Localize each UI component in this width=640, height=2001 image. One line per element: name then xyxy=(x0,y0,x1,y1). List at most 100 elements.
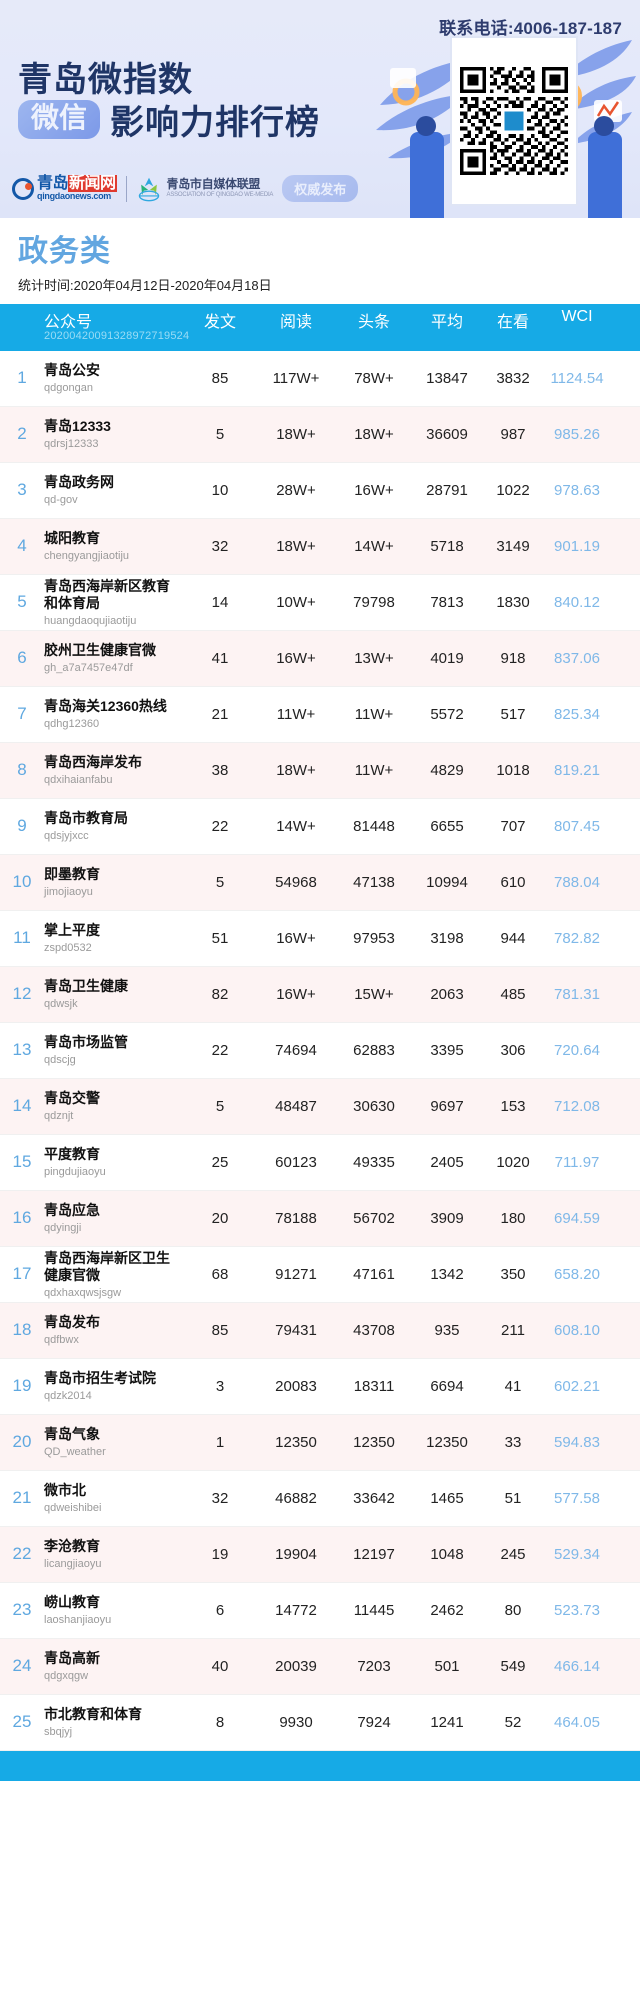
table-row[interactable]: 5 青岛西海岸新区教育和体育局 huangdaoqujiaotiju 14 10W+ 79… xyxy=(0,574,640,631)
cell-reads: 117W+ xyxy=(272,369,320,387)
cell-rank: 16 xyxy=(12,1208,32,1227)
table-row[interactable]: 13 青岛市场监管 qdscjg 22 74694 62883 3395 306 720.64 xyxy=(0,1022,640,1079)
account-id: sbqjyj xyxy=(44,1725,73,1738)
table-row[interactable]: 24 青岛高新 qdgxqgw 40 20039 7203 501 549 466.14 xyxy=(0,1638,640,1695)
table-row[interactable]: 1 青岛公安 qdgongan 85 117W+ 78W+ 13847 3832 1124.54 xyxy=(0,350,640,407)
footer-bar xyxy=(0,1750,640,1781)
cell-account: 青岛发布 qdfbwx xyxy=(44,1314,184,1346)
cell-watching: 153 xyxy=(500,1097,526,1115)
table-row[interactable]: 21 微市北 qdweishibei 32 46882 33642 1465 51 577.58 xyxy=(0,1470,640,1527)
cell-watching: 918 xyxy=(500,649,526,667)
cell-headline: 15W+ xyxy=(354,985,394,1003)
account-name: 青岛市场监管 xyxy=(44,1034,128,1051)
media-alliance-logo[interactable]: 青岛市自媒体联盟 ASSOCIATION OF QINGDAO WE-MEDIA xyxy=(136,176,273,202)
table-row[interactable]: 25 市北教育和体育 sbqjyj 8 9930 7924 1241 52 464.05 xyxy=(0,1694,640,1751)
table-row[interactable]: 9 青岛市教育局 qdsjyjxcc 22 14W+ 81448 6655 707 807.45 xyxy=(0,798,640,855)
account-id: qdwsjk xyxy=(44,997,78,1010)
cell-headline: 7924 xyxy=(357,1713,391,1731)
cell-rank: 19 xyxy=(12,1376,32,1395)
cell-watching: 1018 xyxy=(496,761,530,779)
cell-wci: 837.06 xyxy=(554,649,600,667)
cell-rank: 25 xyxy=(12,1712,32,1731)
cell-posts: 19 xyxy=(211,1545,229,1563)
cell-watching: 211 xyxy=(501,1321,525,1339)
table-row[interactable]: 17 青岛西海岸新区卫生健康官微 qdxhaxqwsjsgw 68 91271 47161… xyxy=(0,1246,640,1303)
cell-reads: 20083 xyxy=(275,1377,317,1395)
cell-wci: 577.58 xyxy=(554,1489,600,1507)
cell-headline: 13W+ xyxy=(354,649,394,667)
cell-reads: 18W+ xyxy=(276,761,316,779)
table-row[interactable]: 14 青岛交警 qdznjt 5 48487 30630 9697 153 712.08 xyxy=(0,1078,640,1135)
column-header-average: 平均 xyxy=(430,313,463,331)
table-row[interactable]: 15 平度教育 pingdujiaoyu 25 60123 49335 2405 1020 71… xyxy=(0,1134,640,1191)
ranking-table: 公众号 20200420091328972719524 发文 阅读 头条 平均 … xyxy=(0,303,640,1751)
cell-watching: 707 xyxy=(500,817,526,835)
cell-account: 青岛高新 qdgxqgw xyxy=(44,1650,184,1682)
alliance-name-cn: 青岛市自媒体联盟 xyxy=(166,177,261,192)
table-row[interactable]: 12 青岛卫生健康 qdwsjk 82 16W+ 15W+ 2063 485 781.31 xyxy=(0,966,640,1023)
cell-account: 青岛市招生考试院 qdzk2014 xyxy=(44,1370,184,1402)
account-name: 即墨教育 xyxy=(44,866,100,883)
cell-rank: 10 xyxy=(12,872,32,891)
account-name: 胶州卫生健康官微 xyxy=(44,642,156,659)
table-row[interactable]: 23 崂山教育 laoshanjiaoyu 6 14772 11445 2462 80 523.… xyxy=(0,1582,640,1639)
cell-posts: 68 xyxy=(211,1265,229,1283)
cell-average: 3909 xyxy=(430,1209,464,1227)
cell-reads: 91271 xyxy=(275,1265,317,1283)
table-row[interactable]: 4 城阳教育 chengyangjiaotiju 32 18W+ 14W+ 5718 3149… xyxy=(0,518,640,575)
cell-average: 4829 xyxy=(430,761,464,779)
cell-average: 10994 xyxy=(426,873,468,891)
cell-wci: 658.20 xyxy=(554,1265,600,1283)
cell-reads: 14772 xyxy=(275,1601,317,1619)
cell-posts: 1 xyxy=(215,1433,225,1451)
cell-posts: 82 xyxy=(211,985,229,1003)
cell-average: 3198 xyxy=(430,929,464,947)
cell-headline: 11W+ xyxy=(354,705,394,723)
cell-watching: 33 xyxy=(504,1433,522,1451)
table-row[interactable]: 8 青岛西海岸发布 qdxihaianfabu 38 18W+ 11W+ 4829 1018 8… xyxy=(0,742,640,799)
authority-badge: 权威发布 xyxy=(282,175,359,202)
table-row[interactable]: 16 青岛应急 qdyingji 20 78188 56702 3909 180 694.59 xyxy=(0,1190,640,1247)
banner-title: 青岛微指数 xyxy=(18,60,193,100)
cell-wci: 782.82 xyxy=(554,929,600,947)
cell-account: 城阳教育 chengyangjiaotiju xyxy=(44,530,184,562)
cell-reads: 19904 xyxy=(275,1545,317,1563)
table-row[interactable]: 6 胶州卫生健康官微 gh_a7a7457e47df 41 16W+ 13W+ 4019 91… xyxy=(0,630,640,687)
cell-account: 青岛西海岸发布 qdxihaianfabu xyxy=(44,754,184,786)
table-row[interactable]: 2 青岛12333 qdrsj12333 5 18W+ 18W+ 36609 987 985.2… xyxy=(0,406,640,463)
cell-rank: 1 xyxy=(17,368,27,387)
cell-wci: 594.83 xyxy=(554,1433,600,1451)
table-row[interactable]: 11 掌上平度 zspd0532 51 16W+ 97953 3198 944 782.82 xyxy=(0,910,640,967)
table-row[interactable]: 10 即墨教育 jimojiaoyu 5 54968 47138 10994 610 788.0… xyxy=(0,854,640,911)
cell-average: 7813 xyxy=(430,593,464,611)
category-block: 政务类 统计时间:2020年04月12日-2020年04月18日 xyxy=(0,218,640,304)
table-row[interactable]: 7 青岛海关12360热线 qdhg12360 21 11W+ 11W+ 5572 517 82… xyxy=(0,686,640,743)
cell-average: 501 xyxy=(434,1657,460,1675)
qr-code-card[interactable] xyxy=(450,36,578,206)
cell-reads: 60123 xyxy=(275,1153,317,1171)
cell-average: 36609 xyxy=(426,425,468,443)
account-name: 青岛公安 xyxy=(44,362,100,379)
table-row[interactable]: 19 青岛市招生考试院 qdzk2014 3 20083 18311 6694 41 602.2… xyxy=(0,1358,640,1415)
table-row[interactable]: 20 青岛气象 QD_weather 1 12350 12350 12350 33 594.83 xyxy=(0,1414,640,1471)
qingdaonews-logo[interactable]: 青岛新闻网 qingdaonews.com xyxy=(12,175,117,201)
cell-average: 6694 xyxy=(430,1377,464,1395)
alliance-mark-icon xyxy=(138,177,159,201)
cell-posts: 5 xyxy=(215,1097,225,1115)
table-row[interactable]: 18 青岛发布 qdfbwx 85 79431 43708 935 211 608.10 xyxy=(0,1302,640,1359)
qr-code-icon xyxy=(460,67,568,175)
cell-average: 6655 xyxy=(430,817,464,835)
table-row[interactable]: 22 李沧教育 licangjiaoyu 19 19904 12197 1048 245 529… xyxy=(0,1526,640,1583)
table-row[interactable]: 3 青岛政务网 qd-gov 10 28W+ 16W+ 28791 1022 978.63 xyxy=(0,462,640,519)
account-id: laoshanjiaoyu xyxy=(44,1613,112,1626)
cell-reads: 18W+ xyxy=(276,425,316,443)
cell-wci: 466.14 xyxy=(554,1657,600,1675)
cell-headline: 14W+ xyxy=(354,537,394,555)
logo-cn-highlight: 新闻网 xyxy=(68,175,117,192)
cell-posts: 38 xyxy=(211,761,229,779)
account-name: 微市北 xyxy=(44,1482,86,1499)
cell-average: 28791 xyxy=(426,481,468,499)
cell-watching: 1830 xyxy=(496,593,530,611)
cell-watching: 350 xyxy=(500,1265,526,1283)
cell-posts: 3 xyxy=(215,1377,225,1395)
